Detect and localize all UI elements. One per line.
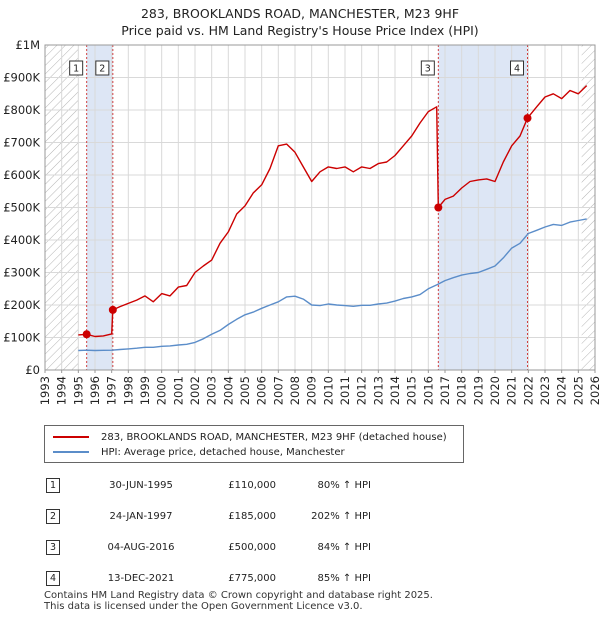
y-tick-label: £600K — [3, 168, 40, 182]
x-tick-label: 2010 — [321, 376, 335, 405]
table-row: 1 30-JUN-1995 £110,000 80% ↑ HPI — [40, 470, 371, 501]
transaction-hpi: 80% ↑ HPI — [317, 480, 371, 491]
sale-label-box — [510, 60, 524, 76]
x-tick-label: 2018 — [455, 376, 469, 405]
x-tick-label: 2023 — [538, 376, 552, 405]
x-tick-label: 2026 — [588, 376, 600, 405]
x-tick-label: 2012 — [355, 376, 369, 405]
x-tick-label: 2017 — [438, 376, 452, 405]
x-tick-label: 2007 — [271, 376, 285, 405]
x-tick-label: 2000 — [155, 376, 169, 405]
transaction-number: 4 — [46, 571, 60, 586]
x-tick-label: 2016 — [421, 376, 435, 405]
table-row: 2 24-JAN-1997 £185,000 202% ↑ HPI — [40, 501, 371, 532]
transaction-date: 04-AUG-2016 — [107, 542, 175, 553]
x-tick-label: 1994 — [55, 376, 69, 405]
y-tick-label: £400K — [3, 233, 40, 247]
x-tick-label: 2015 — [405, 376, 419, 405]
y-tick-label: £500K — [3, 201, 40, 215]
x-tick-label: 2022 — [521, 376, 535, 405]
x-tick-label: 1999 — [138, 376, 152, 405]
transaction-number: 1 — [46, 478, 60, 493]
x-tick-label: 2009 — [305, 376, 319, 405]
transactions-table: 1 30-JUN-1995 £110,000 80% ↑ HPI 2 24-JA… — [40, 470, 371, 594]
y-tick-label: £1M — [15, 38, 40, 52]
footer-copyright: Contains HM Land Registry data © Crown c… — [44, 590, 433, 601]
legend-label-property: 283, BROOKLANDS ROAD, MANCHESTER, M23 9H… — [101, 431, 447, 443]
sale-label: 3 — [425, 64, 431, 75]
sale-point — [523, 114, 532, 123]
transaction-price: £185,000 — [228, 511, 276, 522]
transaction-date: 30-JUN-1995 — [109, 480, 173, 491]
y-tick-label: £300K — [3, 266, 40, 280]
footer-licence: This data is licensed under the Open Gov… — [44, 601, 363, 612]
y-tick-label: £900K — [3, 71, 40, 85]
y-tick-label: £200K — [3, 298, 40, 312]
transaction-price: £500,000 — [228, 542, 276, 553]
x-tick-label: 2024 — [555, 376, 569, 405]
legend-swatch-hpi — [53, 451, 89, 453]
x-tick-label: 2025 — [571, 376, 585, 405]
legend-label-hpi: HPI: Average price, detached house, Manc… — [101, 446, 345, 458]
transaction-price: £110,000 — [228, 480, 276, 491]
x-tick-label: 1993 — [38, 376, 52, 405]
x-tick-label: 2002 — [188, 376, 202, 405]
x-tick-label: 1998 — [121, 376, 135, 405]
x-tick-label: 2020 — [488, 376, 502, 405]
sale-label: 2 — [99, 64, 105, 75]
sale-point — [434, 203, 443, 212]
hpi-series-line — [78, 218, 587, 352]
plot-frame — [44, 44, 596, 371]
y-tick-label: £0 — [25, 363, 40, 377]
transaction-hpi: 202% ↑ HPI — [311, 511, 371, 522]
chart-title: 283, BROOKLANDS ROAD, MANCHESTER, M23 9H… — [140, 6, 460, 21]
x-tick-label: 2011 — [338, 376, 352, 405]
chart-subtitle: Price paid vs. HM Land Registry's House … — [121, 23, 479, 38]
sale-point — [108, 305, 117, 314]
x-tick-label: 2019 — [471, 376, 485, 405]
legend-swatch-property — [53, 436, 89, 438]
y-tick-label: £800K — [3, 103, 40, 117]
sale-label: 4 — [514, 64, 520, 75]
y-tick-label: £100K — [3, 331, 40, 345]
transaction-date: 24-JAN-1997 — [109, 511, 173, 522]
transaction-date: 13-DEC-2021 — [107, 573, 175, 584]
sale-label-box — [69, 60, 84, 76]
sale-label-box — [420, 60, 435, 76]
legend-item-hpi: HPI: Average price, detached house, Manc… — [53, 445, 345, 459]
x-tick-label: 1995 — [71, 376, 85, 405]
property-series-line — [78, 85, 588, 338]
x-tick-label: 2013 — [371, 376, 385, 405]
x-tick-label: 2008 — [288, 376, 302, 405]
table-row: 3 04-AUG-2016 £500,000 84% ↑ HPI — [40, 532, 371, 563]
price-chart: 1 2 3 4 £0 £100K £200K £300K £400K £500K £600K £70… — [3, 38, 600, 405]
sale-point — [82, 330, 91, 339]
x-tick-label: 2014 — [388, 376, 402, 405]
x-tick-label: 2006 — [255, 376, 269, 405]
x-tick-label: 2021 — [505, 376, 519, 405]
x-tick-label: 2001 — [171, 376, 185, 405]
transaction-hpi: 84% ↑ HPI — [317, 542, 371, 553]
sale-label: 1 — [73, 64, 79, 75]
footer: Contains HM Land Registry data © Crown c… — [44, 590, 433, 612]
x-tick-label: 1996 — [88, 376, 102, 405]
legend: 283, BROOKLANDS ROAD, MANCHESTER, M23 9H… — [44, 425, 464, 463]
x-tick-label: 2005 — [238, 376, 252, 405]
x-tick-label: 1997 — [105, 376, 119, 405]
transaction-price: £775,000 — [228, 573, 276, 584]
transaction-number: 2 — [46, 509, 60, 524]
x-tick-label: 2004 — [221, 376, 235, 405]
sale-label-box — [95, 60, 110, 76]
table-row: 4 13-DEC-2021 £775,000 85% ↑ HPI — [40, 563, 371, 594]
x-tick-label: 2003 — [205, 376, 219, 405]
legend-item-property: 283, BROOKLANDS ROAD, MANCHESTER, M23 9H… — [53, 430, 447, 444]
y-tick-label: £700K — [3, 136, 40, 150]
transaction-number: 3 — [46, 540, 60, 555]
transaction-hpi: 85% ↑ HPI — [317, 573, 371, 584]
